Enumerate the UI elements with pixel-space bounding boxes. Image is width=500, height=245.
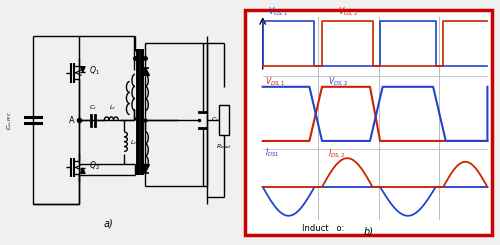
Text: $C_o$: $C_o$ [211, 116, 220, 124]
Text: $I_{DS,2}$: $I_{DS,2}$ [328, 147, 345, 160]
Text: $V_{GS,1}$: $V_{GS,1}$ [268, 5, 288, 18]
Text: $V_{DS,1}$: $V_{DS,1}$ [265, 76, 285, 88]
Text: $L_m$: $L_m$ [130, 138, 139, 147]
Text: $L_r$: $L_r$ [110, 103, 117, 112]
Text: $V_{DS,2}$: $V_{DS,2}$ [328, 76, 348, 88]
Text: Induct   o:: Induct o: [302, 224, 344, 233]
Polygon shape [80, 67, 85, 72]
Text: $R_{load}$: $R_{load}$ [216, 142, 232, 151]
Text: a): a) [104, 219, 114, 229]
Text: $C_{o,PFC}$: $C_{o,PFC}$ [6, 110, 14, 130]
Polygon shape [141, 165, 150, 172]
Bar [219, 105, 230, 135]
Text: A: A [69, 116, 74, 124]
Text: $I_{DS1}$: $I_{DS1}$ [265, 147, 280, 159]
Text: $Q_2$: $Q_2$ [89, 159, 100, 171]
Text: $V_{GS,2}$: $V_{GS,2}$ [338, 5, 359, 18]
Polygon shape [141, 68, 150, 75]
Text: $C_r$: $C_r$ [89, 103, 98, 112]
Text: b): b) [364, 226, 374, 236]
Text: $Q_1$: $Q_1$ [89, 64, 100, 77]
Polygon shape [80, 168, 85, 173]
